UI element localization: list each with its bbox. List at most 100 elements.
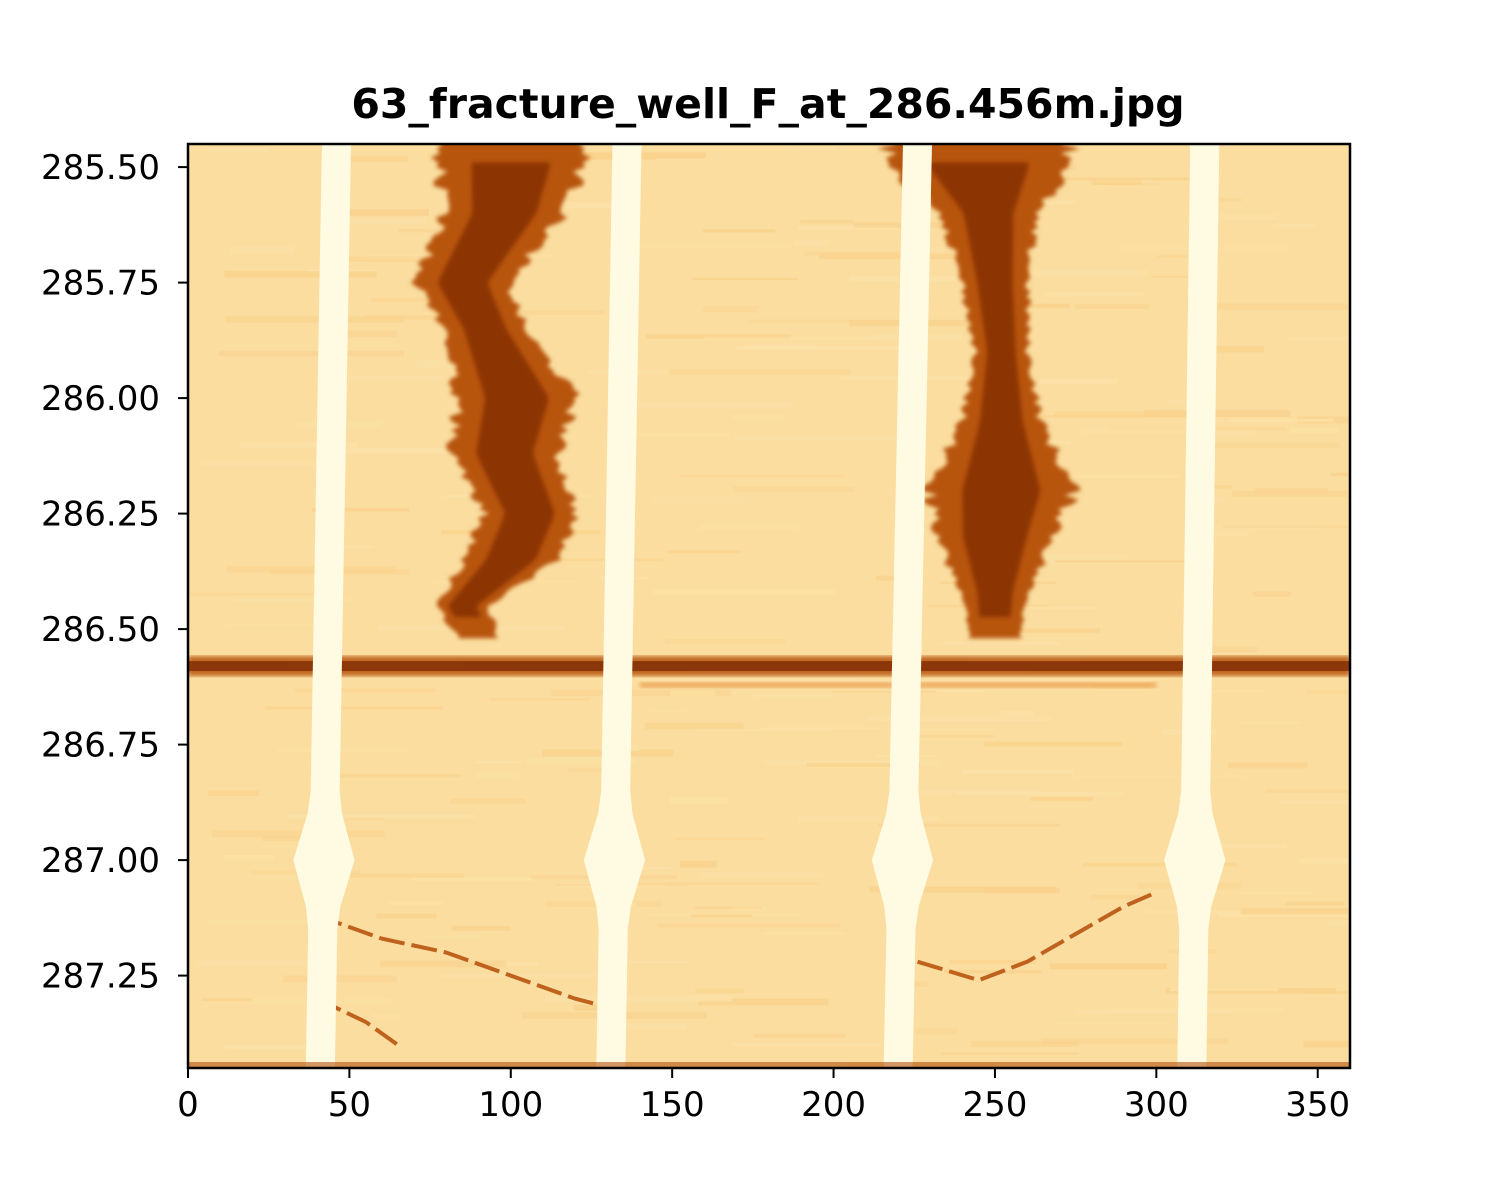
texture-streak bbox=[240, 442, 358, 448]
texture-streak bbox=[941, 1052, 1079, 1055]
texture-streak bbox=[331, 256, 485, 263]
texture-streak bbox=[451, 925, 511, 931]
texture-streak bbox=[1300, 858, 1350, 864]
plot-area bbox=[188, 144, 1350, 1068]
texture-streak bbox=[1055, 560, 1195, 563]
y-tick-label: 287.00 bbox=[41, 841, 160, 881]
texture-streak bbox=[1218, 911, 1350, 918]
y-tick-label: 286.75 bbox=[41, 726, 160, 766]
texture-streak bbox=[691, 914, 753, 918]
texture-streak bbox=[1035, 177, 1199, 181]
texture-streak bbox=[493, 310, 604, 315]
texture-streak bbox=[223, 854, 275, 860]
texture-streak bbox=[1265, 789, 1350, 794]
texture-streak bbox=[957, 791, 1124, 796]
y-tick-label: 287.25 bbox=[41, 957, 160, 997]
texture-streak bbox=[764, 760, 940, 765]
texture-streak bbox=[197, 462, 325, 467]
texture-streak bbox=[1211, 213, 1279, 221]
texture-streak bbox=[1082, 862, 1237, 867]
texture-streak bbox=[1097, 177, 1153, 183]
fracture-core bbox=[188, 661, 1350, 672]
texture-streak bbox=[631, 882, 820, 885]
texture-streak bbox=[679, 860, 717, 868]
texture-streak bbox=[209, 920, 335, 923]
texture-streak bbox=[1307, 991, 1350, 994]
texture-streak bbox=[1080, 427, 1211, 434]
texture-streak bbox=[450, 798, 526, 804]
texture-streak bbox=[189, 592, 337, 597]
texture-streak bbox=[312, 508, 409, 512]
texture-streak bbox=[1199, 843, 1288, 848]
texture-streak bbox=[800, 219, 854, 224]
texture-streak bbox=[1290, 428, 1340, 434]
texture-streak bbox=[1049, 963, 1167, 970]
texture-streak bbox=[234, 598, 352, 602]
texture-streak bbox=[328, 217, 427, 224]
texture-streak bbox=[692, 277, 798, 281]
texture-streak bbox=[1252, 591, 1292, 597]
texture-streak bbox=[840, 376, 1027, 381]
texture-streak bbox=[735, 435, 895, 441]
texture-streak bbox=[201, 998, 386, 1002]
texture-streak bbox=[632, 432, 731, 437]
texture-streak bbox=[695, 988, 744, 994]
texture-streak bbox=[371, 1013, 403, 1018]
texture-streak bbox=[380, 960, 507, 968]
texture-streak bbox=[644, 722, 744, 730]
texture-streak bbox=[1041, 1038, 1228, 1045]
texture-streak bbox=[1188, 345, 1265, 353]
y-tick-label: 286.25 bbox=[41, 495, 160, 535]
texture-streak bbox=[346, 208, 429, 216]
dark-zone-core-2 bbox=[929, 162, 1041, 618]
texture-streak bbox=[1306, 690, 1350, 695]
texture-streak bbox=[938, 641, 1062, 646]
sinusoid-trace-2 bbox=[916, 890, 1158, 983]
texture-streak bbox=[731, 1043, 882, 1047]
texture-streak bbox=[731, 413, 783, 421]
texture-streak bbox=[1074, 304, 1150, 309]
texture-streak bbox=[363, 315, 502, 320]
texture-streak bbox=[225, 1045, 322, 1050]
texture-streak bbox=[411, 877, 535, 881]
texture-streak bbox=[619, 960, 689, 964]
texture-streak bbox=[680, 474, 845, 478]
texture-streak bbox=[1303, 1040, 1350, 1048]
texture-streak bbox=[286, 813, 475, 818]
texture-streak bbox=[806, 762, 921, 767]
texture-streak bbox=[981, 606, 1099, 610]
texture-streak bbox=[912, 734, 994, 738]
texture-streak bbox=[1196, 891, 1315, 895]
texture-streak bbox=[747, 344, 815, 351]
texture-streak bbox=[949, 960, 1037, 964]
texture-streak bbox=[295, 688, 436, 693]
texture-streak bbox=[615, 402, 793, 409]
texture-streak bbox=[1157, 254, 1201, 258]
texture-streak bbox=[1044, 292, 1145, 297]
texture-streak bbox=[1209, 198, 1242, 202]
texture-streak bbox=[875, 575, 910, 581]
texture-streak bbox=[1330, 472, 1350, 477]
texture-streak bbox=[944, 970, 1042, 974]
texture-streak bbox=[651, 588, 836, 595]
texture-streak bbox=[1091, 894, 1139, 900]
texture-streak bbox=[1206, 530, 1249, 537]
texture-streak bbox=[761, 727, 880, 730]
texture-streak bbox=[1188, 430, 1256, 437]
texture-streak bbox=[1151, 275, 1209, 278]
texture-streak bbox=[211, 830, 385, 838]
texture-streak bbox=[568, 768, 615, 772]
texture-streak bbox=[317, 545, 373, 549]
y-axis: 285.50 285.75 286.00 286.25 286.50 286.75 287.… bbox=[41, 148, 188, 997]
plot-frame bbox=[186, 142, 1352, 1070]
texture-streak bbox=[1214, 303, 1350, 310]
texture-streak bbox=[475, 760, 523, 764]
texture-streak bbox=[702, 229, 776, 233]
texture-streak bbox=[325, 447, 464, 455]
texture-streak bbox=[762, 932, 845, 935]
texture-streak bbox=[1028, 415, 1200, 418]
texture-streak bbox=[693, 906, 763, 910]
texture-streak bbox=[342, 873, 464, 878]
texture-streak bbox=[753, 1033, 846, 1038]
